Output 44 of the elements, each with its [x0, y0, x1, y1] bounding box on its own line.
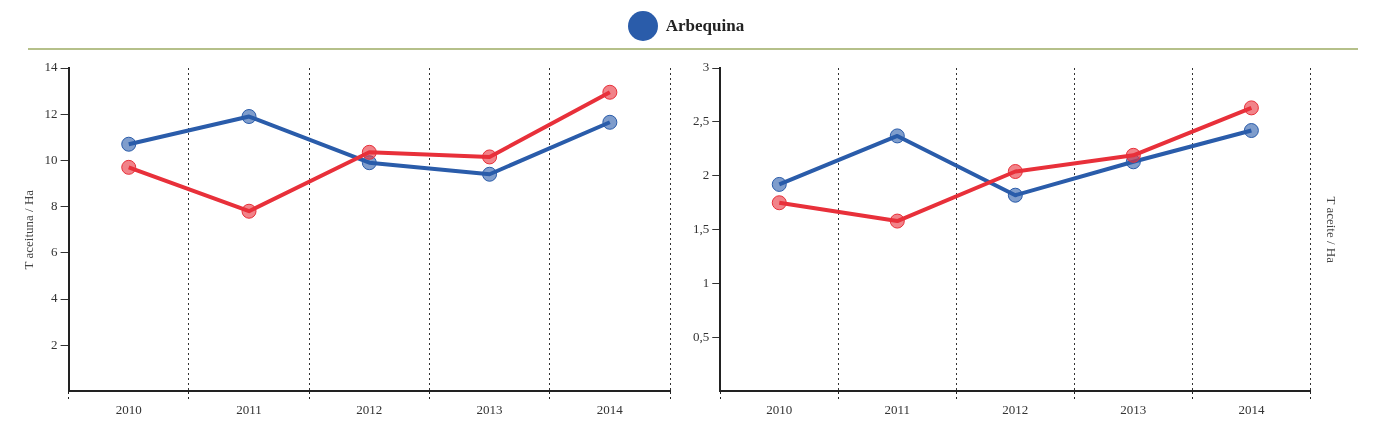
y-tick-label: 2: [51, 336, 58, 352]
point: [1007, 163, 1023, 179]
x-tick-label: 2014: [596, 401, 624, 417]
y-tick-label: 14: [44, 59, 59, 75]
x-tick-label: 2010: [766, 401, 793, 417]
point: [1243, 123, 1259, 139]
point: [482, 149, 498, 165]
point: [482, 166, 498, 182]
y-tick-label: 8: [51, 198, 58, 214]
y-tick-label: 0,5: [693, 328, 710, 344]
y-axis-title: T aceite / Ha: [1323, 196, 1339, 264]
y-tick-label: 12: [44, 105, 58, 121]
x-tick-label: 2013: [476, 401, 503, 417]
x-tick-label: 2010: [115, 401, 142, 417]
y-tick-label: 1: [702, 275, 710, 291]
y-tick-label: 10: [44, 151, 58, 167]
x-tick-label: 2013: [1120, 401, 1147, 417]
point: [121, 159, 137, 175]
y-axis-title: T aceituna / Ha: [21, 189, 37, 270]
x-tick-label: 2014: [1238, 401, 1265, 417]
point: [771, 195, 787, 211]
point: [1007, 187, 1023, 203]
y-tick-label: 3: [702, 59, 710, 75]
y-tick-label: 6: [51, 244, 59, 260]
point: [771, 176, 787, 192]
y-tick-label: 2: [702, 167, 710, 183]
y-tick-label: 1,5: [693, 221, 710, 237]
legend-label: Arbequina: [665, 16, 745, 36]
point: [1125, 147, 1141, 163]
point: [889, 128, 905, 144]
x-tick-label: 2011: [236, 401, 262, 417]
x-tick-label: 2012: [1002, 401, 1029, 417]
point: [602, 84, 618, 100]
point: [241, 203, 257, 219]
point: [121, 136, 137, 152]
point: [1243, 100, 1259, 116]
y-tick-label: 2,5: [693, 113, 710, 129]
point: [889, 213, 905, 229]
point: [602, 114, 618, 130]
point: [241, 109, 257, 125]
point: [361, 144, 377, 160]
y-tick-label: 4: [51, 290, 59, 306]
x-tick-label: 2012: [356, 401, 383, 417]
x-tick-label: 2011: [884, 401, 911, 417]
